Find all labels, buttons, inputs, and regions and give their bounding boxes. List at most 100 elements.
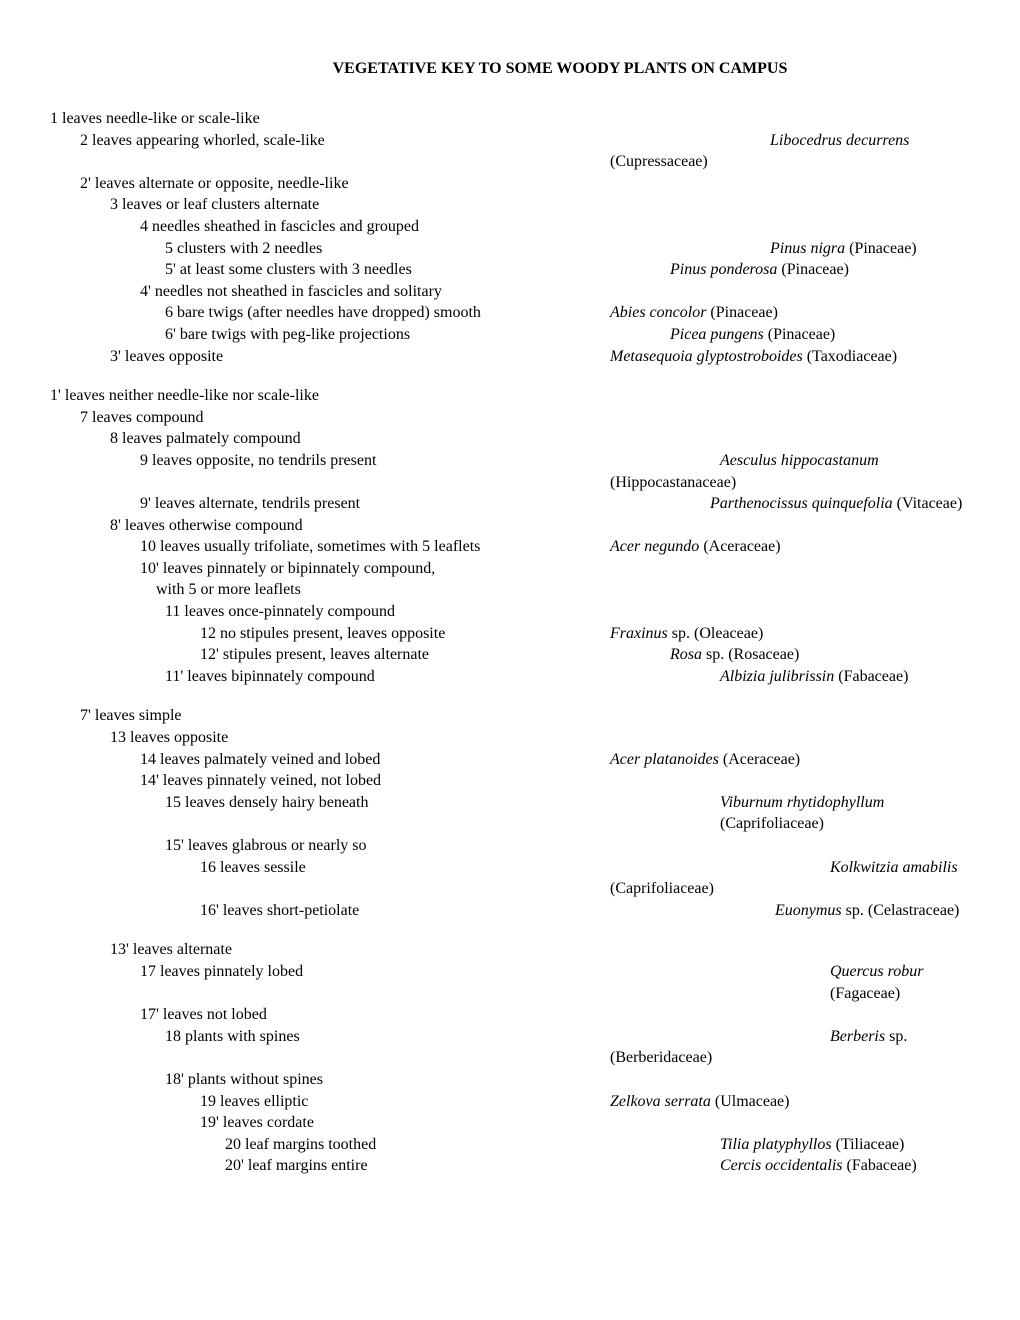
key-row: 8 leaves palmately compound bbox=[50, 428, 970, 450]
taxon-name: Picea pungens bbox=[670, 326, 768, 343]
taxon-name: Fraxinus bbox=[610, 625, 672, 642]
family-name: (Tiliaceae) bbox=[836, 1136, 905, 1153]
family-name: (Pinaceae) bbox=[781, 261, 849, 278]
family-name: (Caprifoliaceae) bbox=[610, 880, 714, 897]
result-text: Aesculus hippocastanum bbox=[610, 450, 970, 472]
lead-text: 19 leaves elliptic bbox=[50, 1091, 610, 1113]
lead-text: 4' needles not sheathed in fascicles and… bbox=[50, 281, 610, 303]
key-row: 13 leaves opposite bbox=[50, 727, 970, 749]
result-text bbox=[610, 194, 970, 216]
result-text bbox=[610, 108, 970, 130]
result-text bbox=[610, 1069, 970, 1091]
lead-text: 6' bare twigs with peg-like projections bbox=[50, 324, 610, 346]
result-text bbox=[610, 1004, 970, 1026]
result-text bbox=[610, 173, 970, 195]
family-name: sp. (Oleaceae) bbox=[672, 625, 764, 642]
key-row: 4 needles sheathed in fascicles and grou… bbox=[50, 216, 970, 238]
key-row: 3' leaves oppositeMetasequoia glyptostro… bbox=[50, 346, 970, 368]
key-row: 16 leaves sessileKolkwitzia amabilis bbox=[50, 857, 970, 879]
lead-text: 10' leaves pinnately or bipinnately comp… bbox=[50, 558, 610, 580]
result-text: Quercus robur (Fagaceae) bbox=[610, 961, 970, 1004]
result-text bbox=[610, 558, 970, 580]
result-text: Libocedrus decurrens bbox=[610, 130, 970, 152]
result-text bbox=[610, 281, 970, 303]
key-row: 18 plants with spinesBerberis sp. bbox=[50, 1026, 970, 1048]
result-text bbox=[610, 216, 970, 238]
lead-text: 20' leaf margins entire bbox=[50, 1155, 610, 1177]
taxon-name: Aesculus hippocastanum bbox=[720, 452, 879, 469]
key-row: 6 bare twigs (after needles have dropped… bbox=[50, 302, 970, 324]
result-text: Viburnum rhytidophyllum (Caprifoliaceae) bbox=[610, 792, 970, 835]
key-row: 2 leaves appearing whorled, scale-likeLi… bbox=[50, 130, 970, 152]
taxon-name: Rosa bbox=[670, 646, 706, 663]
key-row: 3 leaves or leaf clusters alternate bbox=[50, 194, 970, 216]
key-row: 9' leaves alternate, tendrils presentPar… bbox=[50, 493, 970, 515]
lead-text: 11' leaves bipinnately compound bbox=[50, 666, 610, 688]
result-text: Pinus ponderosa (Pinaceae) bbox=[610, 259, 970, 281]
taxon-name: Pinus ponderosa bbox=[670, 261, 781, 278]
result-text: Cercis occidentalis (Fabaceae) bbox=[610, 1155, 970, 1177]
result-text: Kolkwitzia amabilis bbox=[610, 857, 970, 879]
taxon-name: Acer platanoides bbox=[610, 751, 723, 768]
family-name: (Ulmaceae) bbox=[715, 1093, 790, 1110]
result-text: Acer negundo (Aceraceae) bbox=[610, 536, 970, 558]
family-name: sp. (Rosaceae) bbox=[706, 646, 799, 663]
key-row: 17 leaves pinnately lobedQuercus robur (… bbox=[50, 961, 970, 1004]
taxon-name: Parthenocissus quinquefolia bbox=[710, 495, 897, 512]
key-row: 1 leaves needle-like or scale-like bbox=[50, 108, 970, 130]
key-row: 1' leaves neither needle-like nor scale-… bbox=[50, 385, 970, 407]
key-row: 16' leaves short-petiolateEuonymus sp. (… bbox=[50, 900, 970, 922]
result-text: Acer platanoides (Aceraceae) bbox=[610, 749, 970, 771]
lead-text bbox=[50, 1047, 610, 1069]
taxon-name: Cercis occidentalis bbox=[720, 1157, 847, 1174]
key-row: 14 leaves palmately veined and lobedAcer… bbox=[50, 749, 970, 771]
key-row: 18' plants without spines bbox=[50, 1069, 970, 1091]
lead-text: 2 leaves appearing whorled, scale-like bbox=[50, 130, 610, 152]
key-row: 11 leaves once-pinnately compound bbox=[50, 601, 970, 623]
lead-text: 17' leaves not lobed bbox=[50, 1004, 610, 1026]
result-text bbox=[610, 407, 970, 429]
result-text bbox=[610, 939, 970, 961]
key-row: 13' leaves alternate bbox=[50, 939, 970, 961]
taxon-name: Pinus nigra bbox=[770, 240, 849, 257]
family-name: (Taxodiaceae) bbox=[807, 348, 897, 365]
key-row: 19 leaves ellipticZelkova serrata (Ulmac… bbox=[50, 1091, 970, 1113]
key-row: 12' stipules present, leaves alternate Ro… bbox=[50, 644, 970, 666]
lead-text: 12 no stipules present, leaves opposite bbox=[50, 623, 610, 645]
lead-text: 12' stipules present, leaves alternate bbox=[50, 644, 610, 666]
lead-text bbox=[50, 472, 610, 494]
taxon-name: Viburnum rhytidophyllum bbox=[720, 794, 884, 811]
lead-text: 17 leaves pinnately lobed bbox=[50, 961, 610, 1004]
result-text: Tilia platyphyllos (Tiliaceae) bbox=[610, 1134, 970, 1156]
key-row: 11' leaves bipinnately compoundAlbizia j… bbox=[50, 666, 970, 688]
family-name: (Aceraceae) bbox=[723, 751, 800, 768]
key-row: with 5 or more leaflets bbox=[50, 579, 970, 601]
lead-text: 1 leaves needle-like or scale-like bbox=[50, 108, 610, 130]
key-row: 10' leaves pinnately or bipinnately comp… bbox=[50, 558, 970, 580]
key-row: 2' leaves alternate or opposite, needle-… bbox=[50, 173, 970, 195]
key-row: 15' leaves glabrous or nearly so bbox=[50, 835, 970, 857]
lead-text: 1' leaves neither needle-like nor scale-… bbox=[50, 385, 610, 407]
result-text: Fraxinus sp. (Oleaceae) bbox=[610, 623, 970, 645]
result-text: Berberis sp. bbox=[610, 1026, 970, 1048]
taxon-name: Acer negundo bbox=[610, 538, 703, 555]
lead-text: 2' leaves alternate or opposite, needle-… bbox=[50, 173, 610, 195]
lead-text: 14' leaves pinnately veined, not lobed bbox=[50, 770, 610, 792]
result-text bbox=[610, 770, 970, 792]
key-row: 19' leaves cordate bbox=[50, 1112, 970, 1134]
lead-text: 9 leaves opposite, no tendrils present bbox=[50, 450, 610, 472]
key-row: 20' leaf margins entireCercis occidental… bbox=[50, 1155, 970, 1177]
result-text bbox=[610, 1112, 970, 1134]
taxon-name: Metasequoia glyptostroboides bbox=[610, 348, 807, 365]
lead-text: 13 leaves opposite bbox=[50, 727, 610, 749]
result-text bbox=[610, 705, 970, 727]
lead-text: 10 leaves usually trifoliate, sometimes … bbox=[50, 536, 610, 558]
key-row: 12 no stipules present, leaves oppositeF… bbox=[50, 623, 970, 645]
key-row: 6' bare twigs with peg-like projections P… bbox=[50, 324, 970, 346]
family-name: (Berberidaceae) bbox=[610, 1049, 712, 1066]
taxon-name: Euonymus bbox=[775, 902, 846, 919]
lead-text: 16 leaves sessile bbox=[50, 857, 610, 879]
result-text bbox=[610, 835, 970, 857]
key-row: 17' leaves not lobed bbox=[50, 1004, 970, 1026]
key-row: 4' needles not sheathed in fascicles and… bbox=[50, 281, 970, 303]
